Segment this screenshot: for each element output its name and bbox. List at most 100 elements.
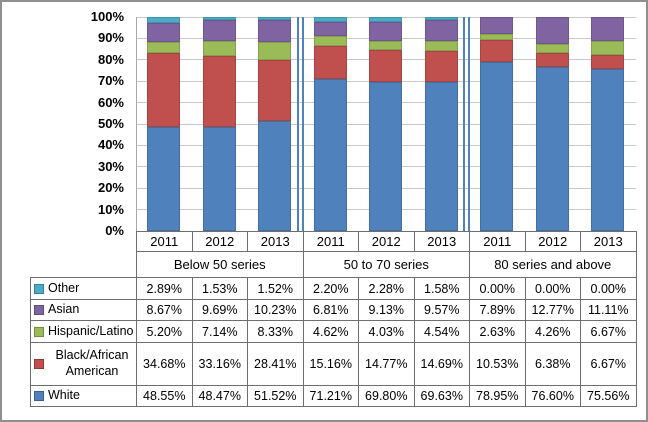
table-value-cell: 1.52% <box>247 277 304 300</box>
table-value-cell: 5.20% <box>136 320 193 343</box>
bar-segment-white <box>535 67 569 231</box>
table-value-cell: 28.41% <box>247 342 304 386</box>
group-header-cell: 50 to 70 series <box>302 251 470 278</box>
table-value-cell: 4.54% <box>413 320 470 343</box>
table-value-cell: 0.00% <box>580 277 637 300</box>
series-name: Hispanic/Latino <box>48 323 134 338</box>
table-value-cell: 14.77% <box>358 342 415 386</box>
bar-segment-asian <box>424 20 458 41</box>
table-value-cell: 4.03% <box>358 320 415 343</box>
bar-segment-asian <box>258 20 292 43</box>
legend-swatch-icon <box>34 305 44 315</box>
bar-segment-black-african-american <box>535 53 569 68</box>
bar-segment-other <box>258 16 292 21</box>
series-label-cell: Asian <box>30 299 137 321</box>
table-value-cell: 6.67% <box>580 320 637 343</box>
group-separator-line <box>463 17 465 231</box>
bar-segment-hispanic-latino <box>535 44 569 54</box>
legend-swatch-icon <box>34 391 44 401</box>
table-value-cell: 14.69% <box>413 342 470 386</box>
table-value-cell: 8.33% <box>247 320 304 343</box>
bar-segment-black-african-american <box>313 46 347 79</box>
legend-swatch-icon <box>34 283 44 294</box>
bar-segment-asian <box>480 17 514 34</box>
bar-segment-other <box>313 17 347 22</box>
series-label-cell: Hispanic/Latino <box>30 320 137 343</box>
table-value-cell: 10.53% <box>469 342 526 386</box>
table-value-cell: 75.56% <box>580 385 637 407</box>
y-axis-tick-label: 60% <box>97 94 124 110</box>
table-value-cell: 48.47% <box>191 385 248 407</box>
table-value-cell: 2.89% <box>136 277 193 300</box>
bar-segment-white <box>591 69 625 231</box>
series-label-cell: Other <box>30 277 137 300</box>
bar-segment-black-african-american <box>147 52 181 128</box>
table-corner-spacer <box>31 252 137 278</box>
table-value-cell: 4.26% <box>524 320 581 343</box>
bar-segment-other <box>369 16 403 22</box>
series-label-cell: Black/African American <box>30 342 137 386</box>
group-header-cell: 80 series and above <box>469 251 637 278</box>
bar-segment-other <box>202 17 236 21</box>
table-value-cell: 7.14% <box>191 320 248 343</box>
year-header-cell: 2012 <box>524 231 581 252</box>
bar-segment-hispanic-latino <box>258 42 292 60</box>
table-value-cell: 9.13% <box>358 299 415 321</box>
table-value-cell: 9.57% <box>413 299 470 321</box>
bar-segment-asian <box>147 23 181 42</box>
table-value-cell: 2.63% <box>469 320 526 343</box>
y-axis-tick-label: 40% <box>97 137 124 153</box>
table-value-cell: 11.11% <box>580 299 637 321</box>
year-header-cell: 2011 <box>302 231 359 252</box>
table-value-cell: 9.69% <box>191 299 248 321</box>
table-value-cell: 6.81% <box>302 299 359 321</box>
table-value-cell: 78.95% <box>469 385 526 407</box>
table-value-cell: 10.23% <box>247 299 304 321</box>
bar-segment-white <box>369 81 403 231</box>
bar-segment-black-african-american <box>258 59 292 121</box>
table-value-cell: 12.77% <box>524 299 581 321</box>
table-value-cell: 7.89% <box>469 299 526 321</box>
y-axis-tick-label: 70% <box>97 73 124 89</box>
year-header-cell: 2012 <box>191 231 248 252</box>
series-label-cell: White <box>30 385 137 407</box>
y-axis-tick-label: 30% <box>97 158 124 174</box>
group-header-cell: Below 50 series <box>136 251 304 278</box>
legend-swatch-icon <box>34 359 44 369</box>
group-separator-line <box>301 17 304 231</box>
table-value-cell: 6.67% <box>580 342 637 386</box>
bar-segment-asian <box>369 21 403 42</box>
year-header-cell: 2011 <box>469 231 526 252</box>
bar-segment-hispanic-latino <box>313 36 347 47</box>
bar-segment-hispanic-latino <box>369 41 403 50</box>
year-header-cell: 2013 <box>413 231 470 252</box>
year-header-cell: 2011 <box>136 231 193 252</box>
series-name: Other <box>48 280 80 295</box>
bar-segment-hispanic-latino <box>424 40 458 51</box>
table-value-cell: 15.16% <box>302 342 359 386</box>
bar-segment-white <box>202 127 236 231</box>
y-axis-tick-label: 80% <box>97 51 124 67</box>
legend-swatch-icon <box>34 326 44 337</box>
table-value-cell: 76.60% <box>524 385 581 407</box>
bar-segment-white <box>313 78 347 231</box>
bar-segment-hispanic-latino <box>147 41 181 53</box>
y-axis-tick-label: 10% <box>97 201 124 217</box>
bar-segment-white <box>147 127 181 231</box>
year-header-cell: 2013 <box>247 231 304 252</box>
table-value-cell: 0.00% <box>524 277 581 300</box>
bar-segment-hispanic-latino <box>202 41 236 57</box>
year-header-cell: 2013 <box>580 231 637 252</box>
bar-segment-black-african-american <box>202 56 236 128</box>
bar-segment-black-african-american <box>591 55 625 70</box>
y-axis-tick-label: 50% <box>97 116 124 131</box>
table-value-cell: 0.00% <box>469 277 526 300</box>
series-name: White <box>48 388 80 403</box>
group-separator-line <box>468 17 470 231</box>
bar-segment-white <box>258 120 292 231</box>
series-name: Asian <box>48 302 80 317</box>
bar-segment-asian <box>535 16 569 45</box>
table-value-cell: 2.28% <box>358 277 415 300</box>
table-value-cell: 71.21% <box>302 385 359 407</box>
bar-segment-black-african-american <box>480 39 514 63</box>
